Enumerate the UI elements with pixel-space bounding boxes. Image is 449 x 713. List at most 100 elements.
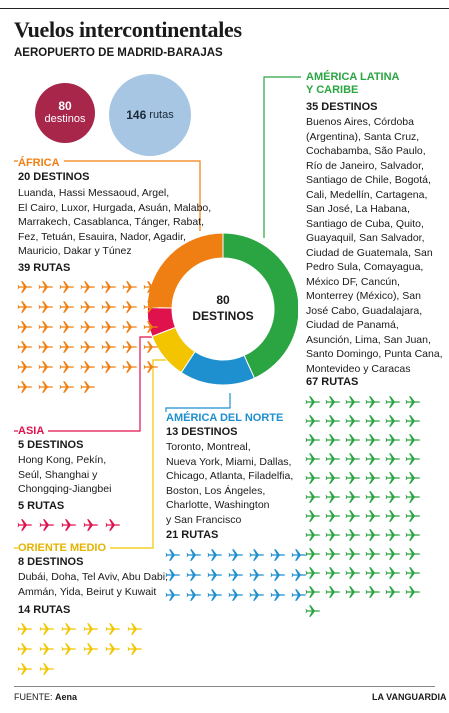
- africa-cities-3: Marrakech, Casablanca, Tánger, Rabat,: [18, 216, 204, 228]
- oriente-medio-heading: ORIENTE MEDIO: [18, 542, 111, 555]
- plane-icon: [143, 361, 159, 373]
- america-latina-cities-16: Asunción, Lima, San Juan,: [306, 333, 431, 346]
- plane-icon: [385, 434, 401, 446]
- africa-route-icons: [16, 278, 160, 396]
- plane-icon: [405, 453, 421, 465]
- plane-icon: [405, 396, 421, 408]
- destinations-donut: [148, 232, 298, 386]
- plane-icon: [249, 589, 265, 601]
- plane-icon: [405, 510, 421, 522]
- america-latina-cities-8: Santiago de Cuba, Quito,: [306, 217, 424, 230]
- plane-icon: [325, 491, 341, 503]
- plane-icon: [305, 396, 321, 408]
- donut-center-text: DESTINOS: [192, 309, 254, 323]
- asia-connector: [14, 336, 158, 432]
- plane-icon: [122, 361, 138, 373]
- plane-icon: [122, 321, 138, 333]
- plane-icon: [405, 415, 421, 427]
- footer-source-label: FUENTE:: [14, 692, 53, 702]
- plane-icon: [165, 549, 181, 561]
- america-norte-cities-5: Charlotte, Washington: [166, 499, 270, 511]
- plane-icon: [83, 623, 99, 635]
- page-subtitle: AEROPUERTO DE MADRID-BARAJAS: [14, 47, 223, 59]
- america-latina-cities-14: José Cabo, Guadalajara,: [306, 304, 423, 317]
- plane-icon: [143, 301, 159, 313]
- plane-icon: [345, 548, 361, 560]
- plane-icon: [305, 434, 321, 446]
- plane-icon: [61, 623, 77, 635]
- plane-icon: [305, 548, 321, 560]
- plane-icon: [385, 567, 401, 579]
- plane-icon: [59, 301, 75, 313]
- plane-icon: [305, 415, 321, 427]
- plane-icon: [249, 549, 265, 561]
- america-latina-cities-4: Río de Janeiro, Salvador,: [306, 159, 424, 172]
- america-latina-route-icons: [304, 393, 422, 620]
- plane-icon: [305, 605, 321, 617]
- plane-icon: [61, 519, 77, 531]
- america-latina-heading-line1: AMÉRICA LATINA: [306, 71, 400, 83]
- america-latina-heading: AMÉRICA LATINA Y CARIBE: [306, 71, 400, 97]
- plane-icon: [385, 510, 401, 522]
- plane-icon: [61, 643, 77, 655]
- america-latina-cities-12: México DF, Cancún,: [306, 275, 400, 288]
- plane-icon: [345, 567, 361, 579]
- plane-icon: [345, 529, 361, 541]
- america-norte-heading: AMÉRICA DEL NORTE: [166, 412, 284, 424]
- donut-center-label: 80 DESTINOS: [183, 292, 263, 324]
- america-norte-cities-2: Nueva York, Miami, Dallas,: [166, 455, 292, 468]
- plane-icon: [325, 567, 341, 579]
- america-norte-cities-4: Boston, Los Ángeles,: [166, 484, 266, 497]
- plane-icon: [59, 341, 75, 353]
- africa-connector: [14, 160, 201, 231]
- plane-icon: [207, 549, 223, 561]
- plane-icon: [165, 589, 181, 601]
- america-latina-destinos-title: 35 DESTINOS: [306, 101, 378, 113]
- oriente-medio-cities-1: Dubái, Doha, Tel Aviv, Abu Dabi,: [18, 571, 169, 583]
- asia-city-list: Hong Kong, Pekín, Seúl, Shanghai y Chong…: [18, 453, 143, 497]
- america-latina-cities-11: Pedro Sula, Comayagua,: [306, 261, 424, 273]
- plane-icon: [228, 589, 244, 601]
- plane-icon: [305, 510, 321, 522]
- plane-icon: [249, 569, 265, 581]
- plane-icon: [38, 381, 54, 393]
- plane-icon: [59, 381, 75, 393]
- plane-icon: [325, 586, 341, 598]
- plane-icon: [17, 519, 33, 531]
- oriente-medio-cities-2: Ammán, Yida, Beirut y Kuwait: [18, 585, 157, 598]
- america-latina-heading-line2: Y CARIBE: [306, 84, 359, 96]
- plane-icon: [122, 281, 138, 293]
- plane-icon: [186, 589, 202, 601]
- plane-icon: [345, 415, 361, 427]
- plane-icon: [127, 623, 143, 635]
- plane-icon: [17, 341, 33, 353]
- destinos-bubble-label: destinos: [44, 113, 86, 125]
- plane-icon: [345, 510, 361, 522]
- plane-icon: [80, 381, 96, 393]
- africa-cities-2: El Cairo, Luxor, Hurgada, Asuán, Malabo,: [18, 201, 212, 214]
- plane-icon: [39, 663, 55, 675]
- oriente-medio-route-icons: [16, 620, 144, 678]
- america-latina-cities-2: (Argentina), Santa Cruz,: [306, 130, 420, 143]
- america-latina-cities-17: Santo Domingo, Punta Cana,: [306, 348, 443, 360]
- plane-icon: [39, 519, 55, 531]
- plane-icon: [143, 341, 159, 353]
- plane-icon: [325, 396, 341, 408]
- plane-icon: [59, 281, 75, 293]
- america-latina-rutas-title: 67 RUTAS: [306, 376, 359, 388]
- plane-icon: [385, 491, 401, 503]
- plane-icon: [365, 415, 381, 427]
- america-latina-cities-9: Guayaquil, San Salvador,: [306, 232, 425, 244]
- plane-icon: [325, 529, 341, 541]
- plane-icon: [325, 472, 341, 484]
- plane-icon: [105, 643, 121, 655]
- plane-icon: [17, 381, 33, 393]
- america-latina-cities-10: Ciudad de Guatemala, San: [306, 246, 433, 259]
- plane-icon: [38, 341, 54, 353]
- plane-icon: [17, 321, 33, 333]
- page-title: Vuelos intercontinentales: [14, 17, 242, 42]
- plane-icon: [80, 321, 96, 333]
- plane-icon: [101, 281, 117, 293]
- america-norte-cities-3: Chicago, Atlanta, Filadelfia,: [166, 470, 294, 482]
- destinos-bubble: 80 destinos: [35, 83, 95, 143]
